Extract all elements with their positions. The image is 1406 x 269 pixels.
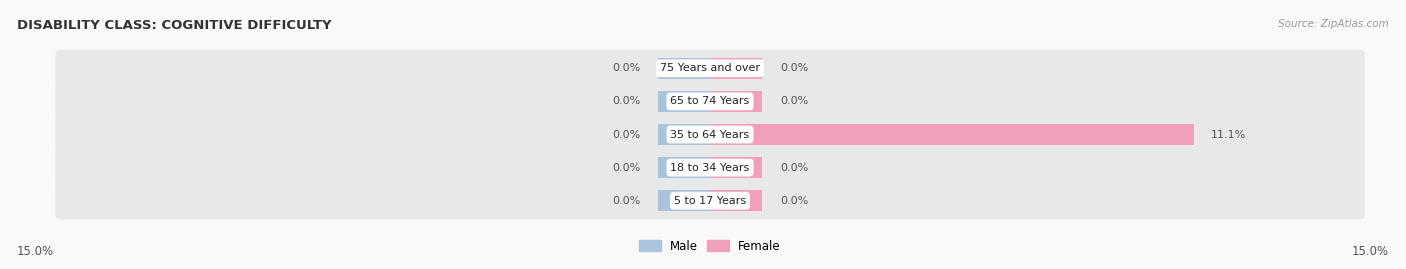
Bar [658,157,710,178]
Text: Source: ZipAtlas.com: Source: ZipAtlas.com [1278,19,1389,29]
Text: 0.0%: 0.0% [780,96,808,107]
Text: 15.0%: 15.0% [17,245,53,258]
FancyBboxPatch shape [55,149,1365,186]
Bar [710,58,762,79]
Text: 0.0%: 0.0% [612,196,640,206]
FancyBboxPatch shape [55,116,1365,153]
Text: 0.0%: 0.0% [780,162,808,173]
Bar [658,91,710,112]
Bar [710,190,762,211]
Text: 0.0%: 0.0% [612,129,640,140]
Text: 11.1%: 11.1% [1212,129,1247,140]
Bar [710,91,762,112]
Text: 15.0%: 15.0% [1353,245,1389,258]
Text: 75 Years and over: 75 Years and over [659,63,761,73]
Text: 0.0%: 0.0% [612,96,640,107]
Text: 65 to 74 Years: 65 to 74 Years [671,96,749,107]
FancyBboxPatch shape [55,182,1365,219]
Text: 5 to 17 Years: 5 to 17 Years [673,196,747,206]
Text: 0.0%: 0.0% [612,162,640,173]
Text: 35 to 64 Years: 35 to 64 Years [671,129,749,140]
Text: 0.0%: 0.0% [612,63,640,73]
Text: 0.0%: 0.0% [780,63,808,73]
Bar [710,157,762,178]
Legend: Male, Female: Male, Female [640,240,780,253]
Bar [658,190,710,211]
Bar [658,58,710,79]
Bar [710,124,1194,145]
Text: 0.0%: 0.0% [780,196,808,206]
Bar [658,124,710,145]
FancyBboxPatch shape [55,50,1365,87]
Text: DISABILITY CLASS: COGNITIVE DIFFICULTY: DISABILITY CLASS: COGNITIVE DIFFICULTY [17,19,332,32]
FancyBboxPatch shape [55,83,1365,120]
Text: 18 to 34 Years: 18 to 34 Years [671,162,749,173]
